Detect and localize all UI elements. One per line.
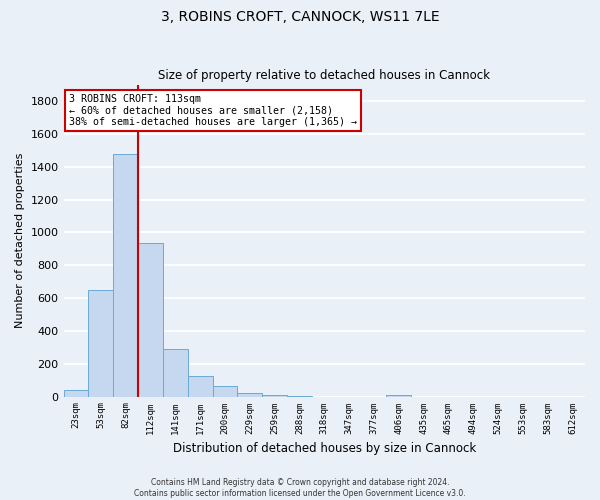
Text: 3, ROBINS CROFT, CANNOCK, WS11 7LE: 3, ROBINS CROFT, CANNOCK, WS11 7LE [161,10,439,24]
Bar [113,154,138,396]
Text: 3 ROBINS CROFT: 113sqm
← 60% of detached houses are smaller (2,158)
38% of semi-: 3 ROBINS CROFT: 113sqm ← 60% of detached… [69,94,357,127]
Bar [88,290,113,397]
Bar [188,376,212,396]
Bar [163,349,188,397]
X-axis label: Distribution of detached houses by size in Cannock: Distribution of detached houses by size … [173,442,476,455]
Title: Size of property relative to detached houses in Cannock: Size of property relative to detached ho… [158,69,490,82]
Bar [262,394,287,396]
Bar [238,393,262,396]
Bar [64,390,88,396]
Bar [386,394,411,396]
Bar [138,243,163,396]
Y-axis label: Number of detached properties: Number of detached properties [15,153,25,328]
Bar [212,386,238,396]
Text: Contains HM Land Registry data © Crown copyright and database right 2024.
Contai: Contains HM Land Registry data © Crown c… [134,478,466,498]
